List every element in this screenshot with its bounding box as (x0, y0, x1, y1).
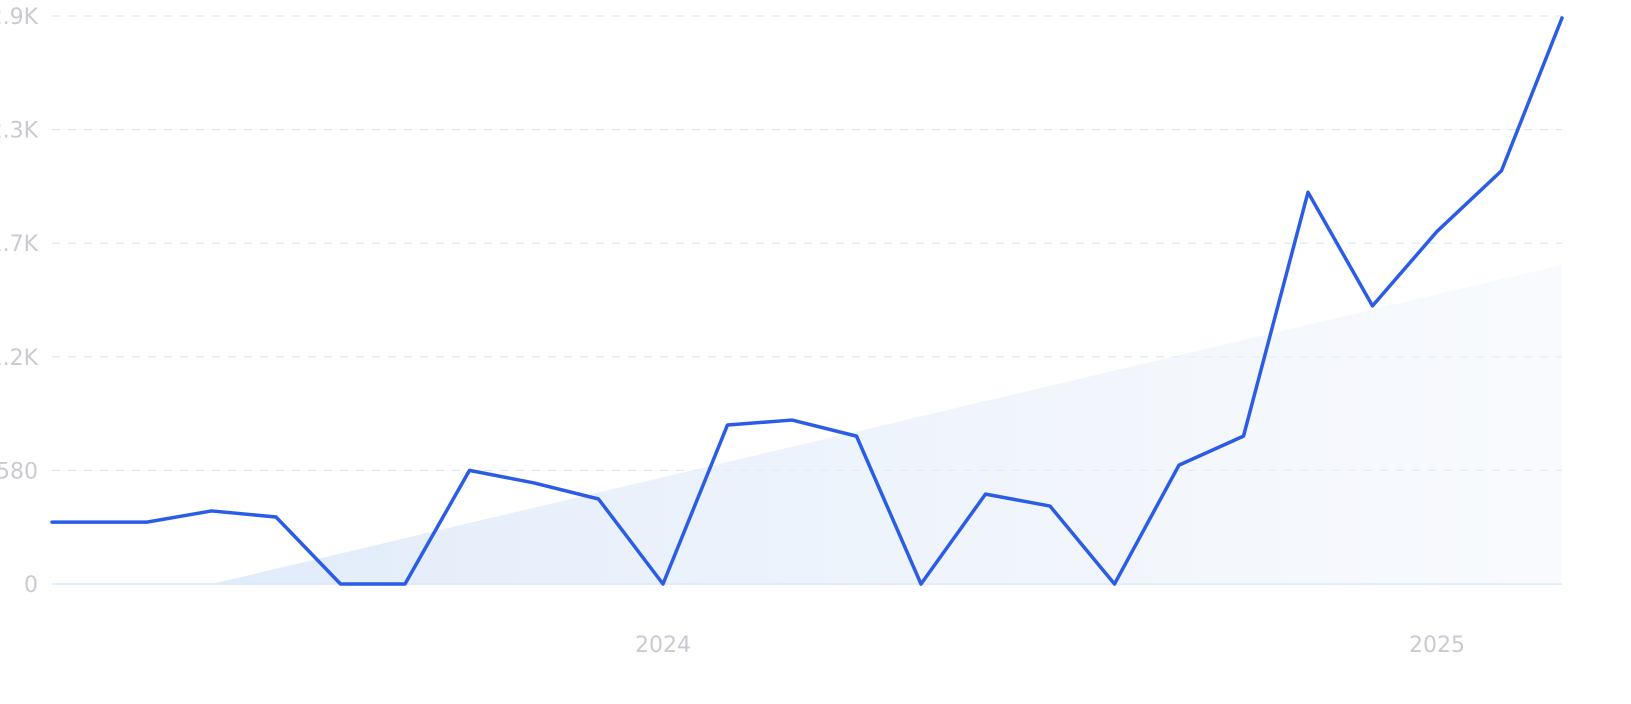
x-tick-label: 2024 (635, 633, 691, 658)
y-tick-label: 1.7K (0, 232, 39, 257)
y-tick-label: 2.3K (0, 119, 39, 144)
y-tick-label: 580 (0, 459, 38, 484)
y-tick-label: 1.2K (0, 346, 39, 371)
trend-area (212, 265, 1563, 584)
y-tick-label: 2.9K (0, 5, 39, 30)
y-tick-label: 0 (24, 573, 38, 598)
x-tick-label: 2025 (1409, 633, 1465, 658)
